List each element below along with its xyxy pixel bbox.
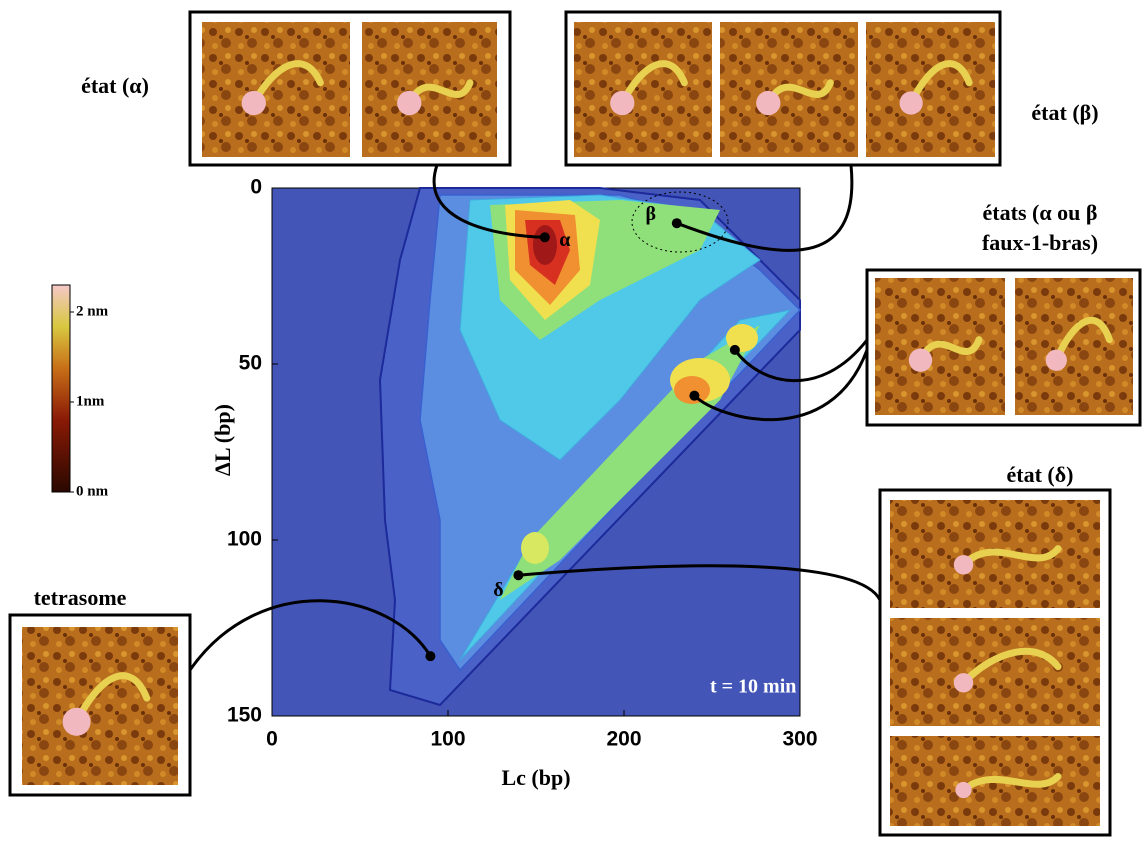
nucleosome	[953, 673, 974, 693]
dna-strand	[1052, 316, 1113, 364]
y-tick-label: 150	[227, 704, 262, 727]
colorbar-label: 2 nm	[76, 303, 109, 319]
peak-point	[425, 651, 436, 662]
dna-strand	[764, 79, 834, 107]
inset-frame	[188, 10, 512, 167]
nucleosome	[756, 90, 781, 116]
point-label: δ	[493, 579, 503, 601]
dna-strand	[618, 60, 688, 107]
nucleosome	[955, 781, 972, 799]
point-label: β	[646, 203, 657, 225]
dna-strand	[960, 773, 1062, 794]
peak-point	[513, 570, 524, 581]
contour-field	[271, 187, 802, 717]
y-tick-label: 100	[227, 528, 262, 551]
afm-image	[866, 22, 995, 157]
peak-point	[671, 218, 682, 229]
inset-label: faux-1-bras)	[982, 230, 1098, 255]
inset-frame	[878, 488, 1112, 837]
colorbar	[51, 284, 71, 493]
nucleosome	[397, 90, 422, 116]
dna-strand	[73, 672, 151, 726]
leader-line	[188, 599, 432, 671]
afm-image	[890, 618, 1100, 726]
afm-image	[1015, 278, 1133, 415]
x-tick-label: 100	[430, 728, 465, 751]
dna-strand	[907, 60, 973, 107]
inset-label: états (α ou β	[983, 200, 1098, 225]
leader-line	[693, 349, 869, 421]
nucleosome	[610, 90, 635, 116]
x-axis-label: Lc (bp)	[501, 765, 570, 790]
annotation: t = 10 min	[710, 676, 796, 698]
x-tick-label: 0	[266, 728, 278, 751]
leader-line	[676, 164, 854, 252]
y-axis-label: ΔL (bp)	[210, 404, 235, 476]
peak-point	[729, 344, 740, 355]
afm-image	[574, 22, 712, 157]
inset-label: tetrasome	[34, 585, 127, 610]
nucleosome	[1045, 349, 1067, 371]
dna-strand	[960, 647, 1062, 687]
nucleosome	[953, 555, 974, 575]
leader-line	[432, 164, 545, 239]
y-tick-label: 0	[250, 176, 262, 199]
peak-point	[689, 390, 700, 401]
nucleosome	[241, 90, 266, 116]
leader-line	[518, 564, 882, 601]
nucleosome	[62, 707, 91, 736]
x-tick-label: 200	[606, 728, 641, 751]
leader-line	[733, 339, 869, 383]
peak-point	[539, 232, 550, 243]
colorbar-label: 0 nm	[76, 483, 109, 499]
dna-strand	[250, 60, 324, 107]
dna-strand	[917, 336, 983, 364]
inset-label: état (δ)	[1007, 462, 1074, 487]
y-tick-label: 50	[239, 352, 262, 375]
nucleosome	[908, 348, 933, 372]
point-label: α	[559, 229, 570, 251]
colorbar-label: 1nm	[76, 393, 105, 409]
nucleosome	[899, 91, 923, 115]
x-tick-label: 300	[782, 728, 817, 751]
dna-strand	[960, 545, 1062, 569]
inset-frame	[8, 613, 192, 797]
afm-image	[202, 22, 350, 157]
afm-image	[22, 627, 178, 785]
inset-label: état (α)	[81, 73, 149, 98]
inset-frame	[564, 10, 1002, 167]
inset-frame	[865, 268, 1142, 427]
inset-label: état (β)	[1031, 100, 1098, 125]
insets	[8, 10, 1142, 837]
